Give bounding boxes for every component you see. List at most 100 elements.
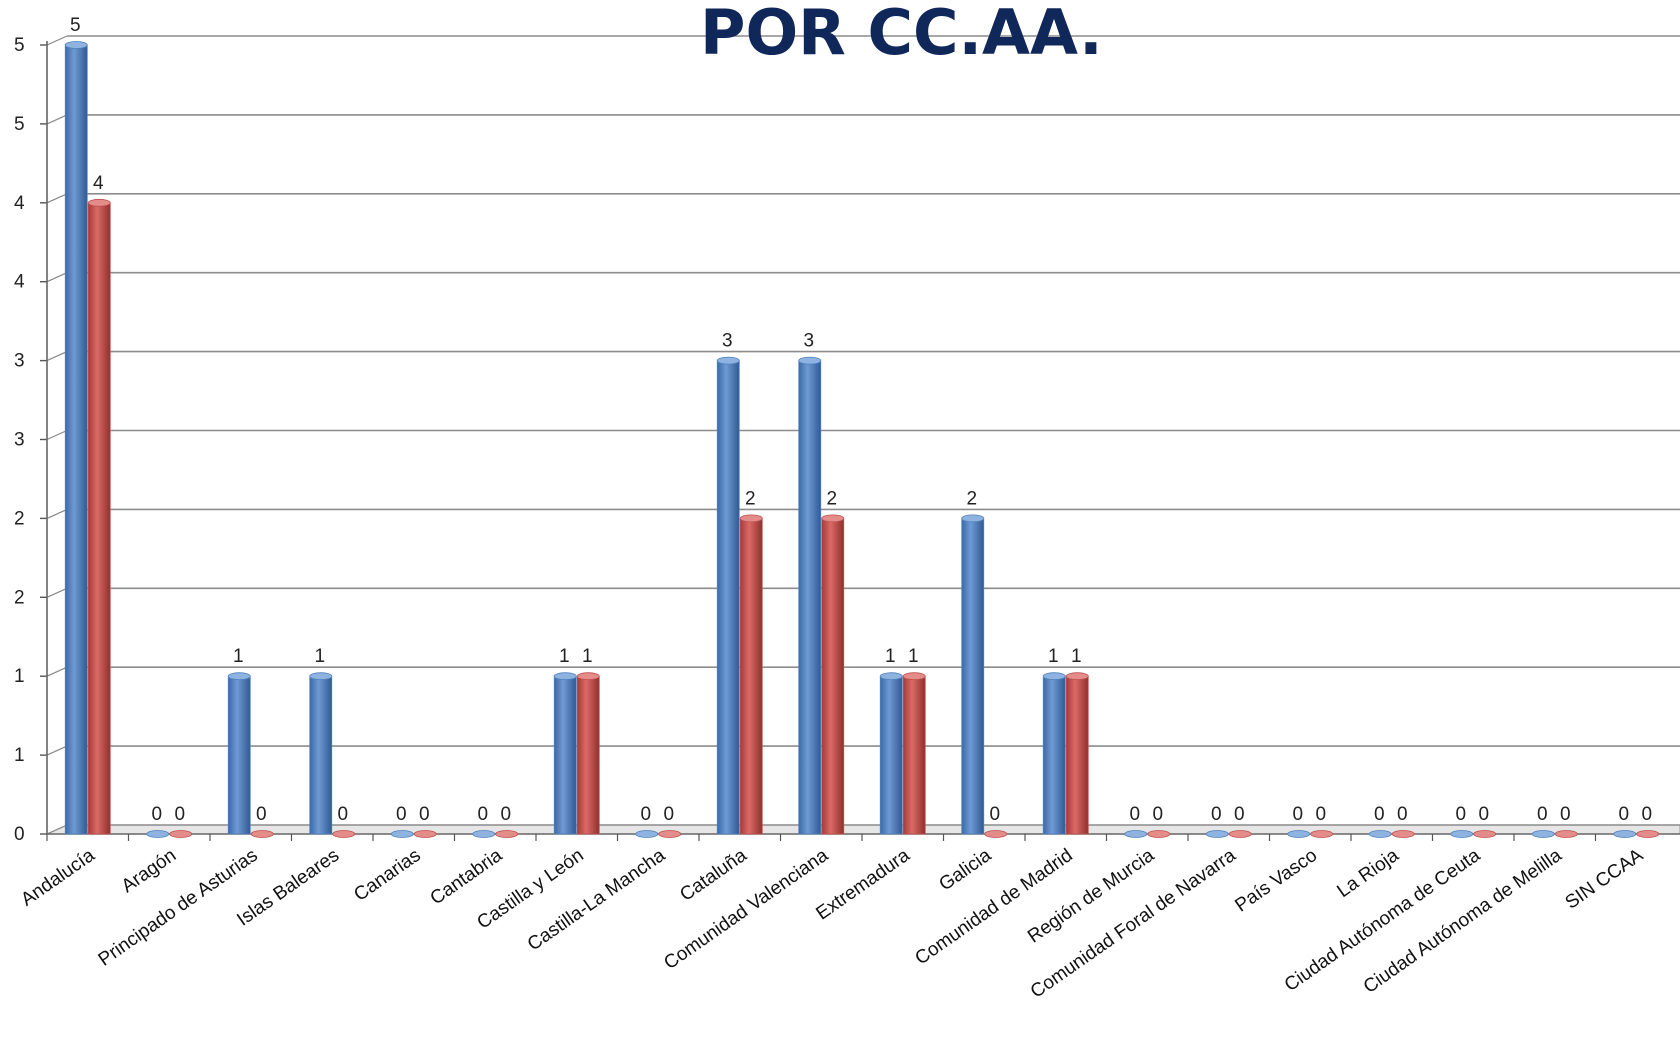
bar-cap [821,514,845,523]
data-label: 0 [1152,804,1163,825]
data-label: 0 [663,804,674,825]
gridline-diag [46,35,68,46]
bar [87,202,111,835]
data-label: 0 [256,804,267,825]
gridline-diag [46,666,68,677]
data-label: 0 [1618,804,1629,825]
bar-cap [716,356,740,365]
bar [1065,675,1089,835]
bar-cap [1531,830,1555,838]
data-label: 0 [1374,804,1385,825]
bar-cap [1473,830,1497,838]
data-label: 0 [1129,804,1140,825]
gridline-diag [46,745,68,756]
gridline-diag [46,508,68,519]
y-tick-label: 2 [14,587,25,608]
y-tick-label: 4 [14,272,25,293]
bars [64,41,1660,838]
data-label: 2 [826,488,837,509]
bar [64,44,88,835]
gridline-diag [46,193,68,204]
bar-cap [879,672,903,681]
gridline-diag [46,272,68,283]
data-label: 0 [1397,804,1408,825]
data-label: 0 [640,804,651,825]
data-label: 0 [1455,804,1466,825]
data-label: 0 [1641,804,1652,825]
data-label: 0 [1315,804,1326,825]
bar-cap [332,830,356,838]
data-label: 1 [559,646,570,667]
bar-cap [146,830,170,838]
bar-cap [1042,672,1066,681]
bar-cap [739,514,763,523]
bar-cap [1391,830,1415,838]
bar [879,675,903,835]
bar [716,360,740,835]
data-label: 1 [1071,646,1082,667]
data-label: 0 [1560,804,1571,825]
plot-floor [46,824,1680,835]
data-label: 2 [966,488,977,509]
gridline-diag [46,114,68,125]
y-tick-label: 1 [14,666,25,687]
data-label: 3 [803,331,814,352]
bar-cap [553,672,577,681]
category-label: Cantabria [427,845,507,910]
bar-cap [798,356,822,365]
gridline-diag [46,587,68,598]
bar-cap [961,514,985,523]
bar-cap [495,830,519,838]
bar [309,675,333,835]
data-label: 1 [582,646,593,667]
bar-cap [1065,672,1089,681]
category-label: Aragón [118,845,180,897]
y-tick-label: 3 [14,351,25,372]
y-tick-label: 2 [14,508,25,529]
bar-cap [87,198,111,207]
data-label: 4 [93,173,104,194]
gridline-diag [46,429,68,441]
bar [1042,675,1066,835]
data-label: 0 [337,804,348,825]
bar-cap [64,41,88,49]
bar [798,360,822,835]
data-label: 0 [989,804,1000,825]
data-label: 0 [1478,804,1489,825]
y-tick-label: 5 [14,114,25,135]
data-label: 0 [477,804,488,825]
bar [902,675,926,835]
data-label: 0 [1234,804,1245,825]
data-label: 3 [722,331,733,352]
gridline-diag [46,351,68,362]
bar-cap [1636,830,1660,838]
bar-cap [472,830,496,838]
data-label: 0 [419,804,430,825]
bar-cap [1228,830,1252,838]
bar-cap [309,672,333,681]
y-tick-label: 1 [14,745,25,766]
bar-cap [1554,830,1578,838]
bar-cap [227,672,251,681]
category-label: País Vasco [1231,845,1321,917]
chart-title: POR CC.AA. [700,0,1103,69]
bar-cap [635,830,659,838]
data-label: 1 [885,646,896,667]
y-tick-label: 3 [14,430,25,451]
gridline-diag [46,824,68,835]
category-label: Canarias [350,845,424,906]
bar-cap [1147,830,1171,838]
bar-cap [576,672,600,681]
data-label: 0 [500,804,511,825]
bar-cap [984,830,1008,838]
data-label: 1 [1048,646,1059,667]
bar-cap [1124,830,1148,838]
bar-cap [1205,830,1229,838]
bar-cap [1287,830,1311,838]
data-label: 1 [233,646,244,667]
bar-cap [169,830,193,838]
bar [739,518,763,835]
data-label: 1 [314,646,325,667]
